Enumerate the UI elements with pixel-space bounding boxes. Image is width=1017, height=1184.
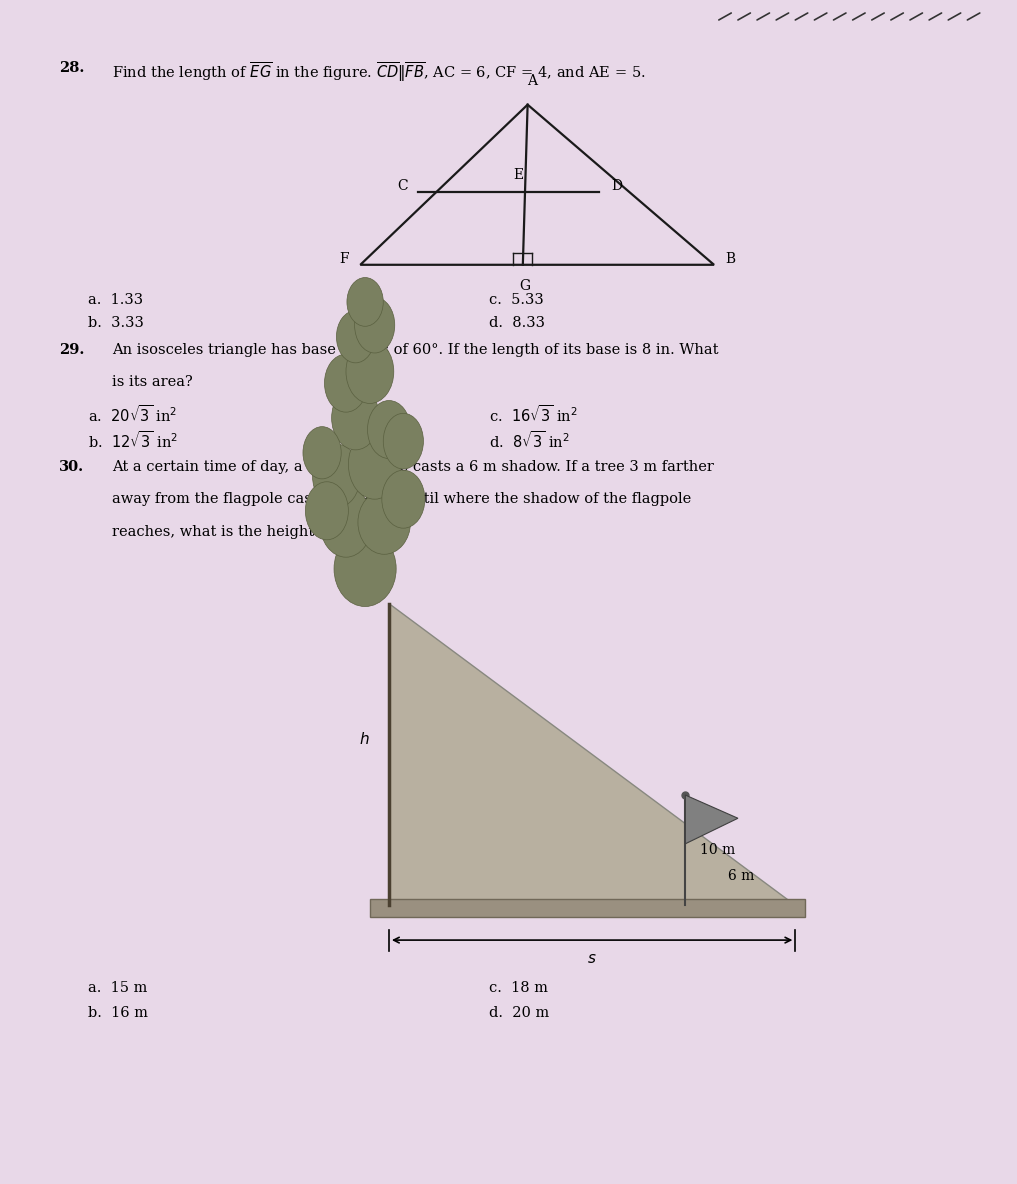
Text: d.  20 m: d. 20 m bbox=[489, 1006, 549, 1021]
Text: G: G bbox=[520, 278, 530, 292]
Text: c.  18 m: c. 18 m bbox=[489, 980, 548, 995]
Text: $h$: $h$ bbox=[359, 732, 370, 747]
Text: b.  $12\sqrt{3}$ in$^2$: b. $12\sqrt{3}$ in$^2$ bbox=[87, 430, 178, 450]
Ellipse shape bbox=[383, 413, 423, 469]
Ellipse shape bbox=[312, 444, 360, 508]
Text: F: F bbox=[340, 252, 349, 266]
Text: d.  $8\sqrt{3}$ in$^2$: d. $8\sqrt{3}$ in$^2$ bbox=[489, 430, 571, 450]
Ellipse shape bbox=[349, 430, 401, 500]
Ellipse shape bbox=[381, 470, 425, 528]
Text: D: D bbox=[611, 179, 621, 193]
Text: is its area?: is its area? bbox=[112, 375, 192, 390]
Ellipse shape bbox=[355, 297, 395, 353]
Ellipse shape bbox=[337, 310, 374, 362]
Ellipse shape bbox=[332, 386, 379, 450]
Text: C: C bbox=[398, 179, 408, 193]
Polygon shape bbox=[370, 900, 804, 916]
Ellipse shape bbox=[319, 488, 372, 558]
Text: A: A bbox=[528, 75, 537, 89]
Text: 28.: 28. bbox=[59, 60, 84, 75]
Text: c.  $16\sqrt{3}$ in$^2$: c. $16\sqrt{3}$ in$^2$ bbox=[489, 404, 579, 425]
Text: 30.: 30. bbox=[59, 459, 84, 474]
Text: away from the flagpole casts a shadow until where the shadow of the flagpole: away from the flagpole casts a shadow un… bbox=[112, 493, 691, 507]
Ellipse shape bbox=[324, 354, 367, 412]
Text: E: E bbox=[513, 168, 523, 182]
Ellipse shape bbox=[334, 532, 397, 606]
Text: 6 m: 6 m bbox=[728, 869, 755, 883]
Text: b.  16 m: b. 16 m bbox=[87, 1006, 147, 1021]
Ellipse shape bbox=[358, 490, 411, 554]
Text: a.  $20\sqrt{3}$ in$^2$: a. $20\sqrt{3}$ in$^2$ bbox=[87, 404, 177, 425]
Text: 10 m: 10 m bbox=[700, 843, 735, 857]
Text: b.  3.33: b. 3.33 bbox=[87, 316, 143, 330]
Text: d.  8.33: d. 8.33 bbox=[489, 316, 545, 330]
Text: Find the length of $\overline{EG}$ in the figure. $\overline{CD} \| \overline{FB: Find the length of $\overline{EG}$ in th… bbox=[112, 60, 646, 84]
Text: a.  15 m: a. 15 m bbox=[87, 980, 147, 995]
Text: 29.: 29. bbox=[59, 342, 84, 356]
Text: At a certain time of day, a 10 m flagpole casts a 6 m shadow. If a tree 3 m fart: At a certain time of day, a 10 m flagpol… bbox=[112, 459, 714, 474]
Text: B: B bbox=[725, 252, 735, 266]
Ellipse shape bbox=[346, 340, 394, 404]
Text: reaches, what is the height of the tree?: reaches, what is the height of the tree? bbox=[112, 525, 404, 539]
Text: a.  1.33: a. 1.33 bbox=[87, 292, 143, 307]
Text: $s$: $s$ bbox=[588, 952, 597, 966]
Ellipse shape bbox=[305, 482, 349, 540]
Text: c.  5.33: c. 5.33 bbox=[489, 292, 544, 307]
Polygon shape bbox=[685, 796, 738, 844]
Ellipse shape bbox=[347, 277, 383, 327]
Text: An isosceles triangle has base angles of 60°. If the length of its base is 8 in.: An isosceles triangle has base angles of… bbox=[112, 342, 718, 356]
Ellipse shape bbox=[303, 426, 341, 478]
Ellipse shape bbox=[367, 400, 411, 458]
Polygon shape bbox=[388, 604, 795, 906]
